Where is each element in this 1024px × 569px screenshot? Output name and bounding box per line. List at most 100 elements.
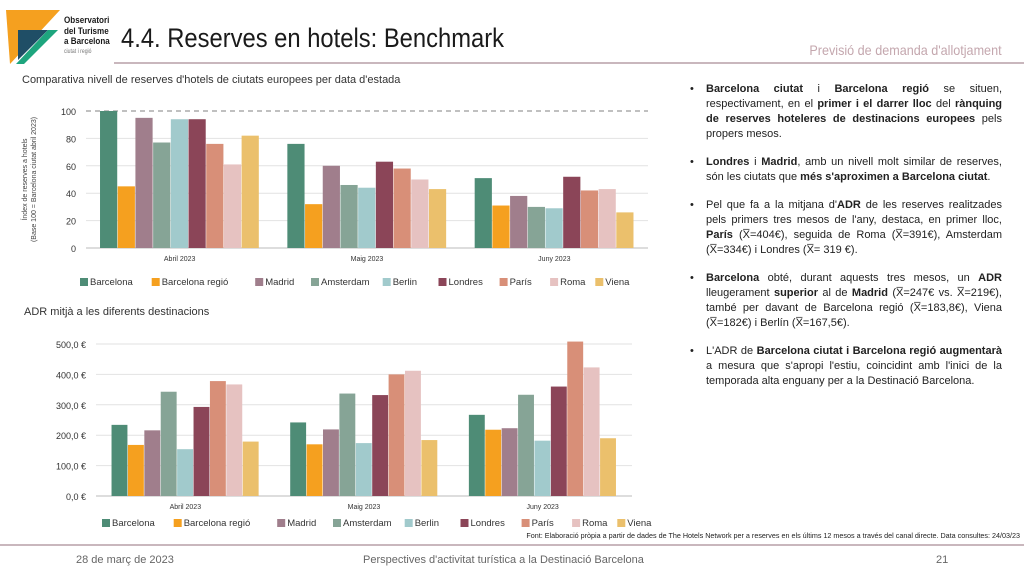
bar-barcelona-abril-2023 xyxy=(111,424,128,496)
emphasis-text: rànquing de reserves hoteleres de destin… xyxy=(706,98,1003,125)
y-tick-label: 400,0 € xyxy=(56,370,86,380)
bar-amsterdam-juny-2023 xyxy=(518,394,534,496)
finding-item: Londres i Madrid, amb un nivell molt sim… xyxy=(690,155,1002,185)
bar-madrid-abril-2023 xyxy=(135,117,153,248)
emphasis-text: Barcelona regió xyxy=(834,83,930,95)
bar-roma-abril-2023 xyxy=(223,164,242,248)
section-title: Previsió de demanda d'allotjament xyxy=(809,42,1002,58)
bar-barcelona-regio-maig-2023 xyxy=(306,444,323,496)
legend-swatch-viena xyxy=(617,519,626,527)
bar-amsterdam-juny-2023 xyxy=(527,206,545,248)
page-title: 4.4. Reserves en hotels: Benchmark xyxy=(121,23,504,53)
bar-viena-juny-2023 xyxy=(600,438,616,496)
finding-item: Barcelona ciutat i Barcelona regió se si… xyxy=(690,82,1002,142)
bar-barcelona-juny-2023 xyxy=(468,414,485,496)
bar-paris-juny-2023 xyxy=(567,341,584,496)
bar-barcelona-maig-2023 xyxy=(287,143,305,248)
x-tick-label: Abril 2023 xyxy=(170,504,202,511)
bar-barcelona-regio-maig-2023 xyxy=(305,204,323,248)
legend-swatch-londres xyxy=(438,278,447,286)
legend-label-madrid: Madrid xyxy=(287,518,316,529)
legend-label-madrid: Madrid xyxy=(265,277,294,288)
bar-madrid-abril-2023 xyxy=(144,430,161,496)
emphasis-text: Madrid xyxy=(761,156,798,168)
body-text: L'ADR de xyxy=(706,345,757,357)
legend-label-barcelona-regio: Barcelona regió xyxy=(184,518,251,529)
emphasis-text: Londres xyxy=(706,156,750,168)
logo: Observatori del Turisme a Barcelona ciut… xyxy=(4,6,124,66)
y-tick-label: 100 xyxy=(61,107,76,117)
finding-item: Pel que fa a la mitjana d'ADR de les res… xyxy=(690,198,1002,258)
key-findings-list: Barcelona ciutat i Barcelona regió se si… xyxy=(690,82,1002,402)
bar-londres-juny-2023 xyxy=(563,176,581,248)
emphasis-text: més s'aproximen a Barcelona ciutat xyxy=(800,171,988,183)
y-tick-label: 100,0 € xyxy=(56,462,86,472)
body-text: i xyxy=(749,156,762,168)
legend-swatch-amsterdam xyxy=(311,278,319,286)
emphasis-text: ADR xyxy=(837,199,861,211)
bar-roma-maig-2023 xyxy=(405,370,421,496)
legend-swatch-barcelona xyxy=(80,278,88,286)
bar-barcelona-abril-2023 xyxy=(100,111,118,248)
legend-swatch-paris xyxy=(499,278,508,286)
logo-subtitle: ciutat i regió xyxy=(64,48,92,55)
body-text: Pel que fa a la mitjana d' xyxy=(706,199,837,211)
legend-label-roma: Roma xyxy=(560,277,586,288)
reservations-index-chart: 0 20 40 60 80 100 Índex de reserves a hotels (B… xyxy=(20,107,648,288)
y-tick-label: 20 xyxy=(66,217,76,227)
x-tick-label: Maig 2023 xyxy=(351,256,384,263)
y-tick-label: 0 xyxy=(71,244,76,254)
title-divider xyxy=(114,62,1024,64)
emphasis-text: Barcelona ciutat xyxy=(706,83,804,95)
bar-londres-abril-2023 xyxy=(193,406,210,496)
legend-label-londres: Londres xyxy=(449,277,484,288)
y-tick-label: 0,0 € xyxy=(66,492,86,502)
legend-label-paris: París xyxy=(510,277,532,288)
page-number: 21 xyxy=(936,554,949,566)
bar-viena-maig-2023 xyxy=(421,440,438,496)
bar-berlin-juny-2023 xyxy=(545,208,563,248)
bar-viena-abril-2023 xyxy=(242,441,259,496)
bar-barcelona-regio-juny-2023 xyxy=(485,429,502,496)
legend-swatch-roma xyxy=(572,519,581,527)
y-axis-label: (Base 100 = Barcelona ciutat abril 2023) xyxy=(31,117,38,242)
x-tick-label: Juny 2023 xyxy=(527,504,559,511)
body-text: , amb un nivell molt similar de reserves… xyxy=(706,156,1002,183)
legend-swatch-amsterdam xyxy=(333,519,341,527)
bar-berlin-maig-2023 xyxy=(358,187,376,248)
bar-berlin-juny-2023 xyxy=(534,440,551,496)
finding-item: Barcelona obté, durant aquests tres meso… xyxy=(690,271,1002,331)
legend-swatch-paris xyxy=(521,519,530,527)
legend-label-barcelona: Barcelona xyxy=(90,277,133,288)
x-tick-label: Juny 2023 xyxy=(538,256,570,263)
bar-roma-juny-2023 xyxy=(583,367,600,496)
bar-barcelona-maig-2023 xyxy=(290,422,307,496)
legend-label-amsterdam: Amsterdam xyxy=(343,518,392,529)
y-tick-label: 200,0 € xyxy=(56,431,86,441)
bar-paris-abril-2023 xyxy=(206,143,224,248)
body-text: (X̅=247€ vs. X̅=219€), també per davant … xyxy=(706,287,1002,329)
bar-viena-abril-2023 xyxy=(241,135,259,248)
legend-label-berlin: Berlin xyxy=(393,277,417,288)
y-tick-label: 60 xyxy=(66,162,76,172)
body-text: del xyxy=(931,98,955,110)
legend-label-viena: Viena xyxy=(605,277,630,288)
legend-swatch-madrid xyxy=(255,278,264,286)
body-text: (X̅=404€), seguida de Roma (X̅=391€), Am… xyxy=(706,229,1002,256)
emphasis-text: Madrid xyxy=(851,287,888,299)
emphasis-text: Barcelona xyxy=(706,272,760,284)
bar-londres-maig-2023 xyxy=(375,161,394,248)
y-tick-label: 40 xyxy=(66,189,76,199)
bar-paris-maig-2023 xyxy=(393,168,411,248)
legend-swatch-barcelona-regio xyxy=(173,519,182,527)
bar-viena-juny-2023 xyxy=(616,212,634,248)
emphasis-text: primer i el darrer lloc xyxy=(817,98,932,110)
emphasis-text: Barcelona ciutat i Barcelona regió augme… xyxy=(756,345,1002,357)
logo-line-1: Observatori xyxy=(64,15,110,26)
bar-paris-juny-2023 xyxy=(580,190,599,248)
bar-madrid-juny-2023 xyxy=(510,195,528,248)
bar-barcelona-regio-abril-2023 xyxy=(127,444,144,496)
legend-swatch-roma xyxy=(550,278,559,286)
body-text: obté, durant aquests tres mesos, un xyxy=(759,272,979,284)
legend-swatch-barcelona xyxy=(102,519,110,527)
